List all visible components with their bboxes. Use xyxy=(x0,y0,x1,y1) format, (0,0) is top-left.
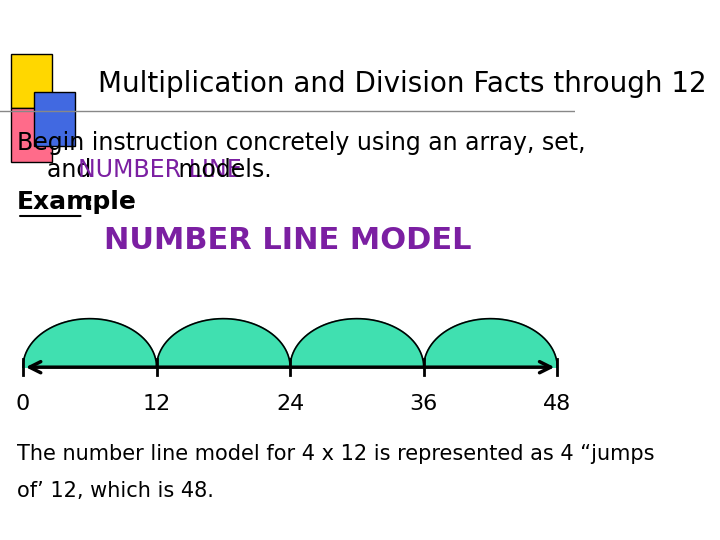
Polygon shape xyxy=(156,319,290,367)
Text: 24: 24 xyxy=(276,394,305,414)
Polygon shape xyxy=(290,319,423,367)
Text: Example: Example xyxy=(17,191,137,214)
Text: models.: models. xyxy=(171,158,272,182)
Text: :: : xyxy=(84,191,93,214)
Text: Multiplication and Division Facts through 12: Multiplication and Division Facts throug… xyxy=(98,70,706,98)
Text: of’ 12, which is 48.: of’ 12, which is 48. xyxy=(17,481,214,502)
Text: and: and xyxy=(17,158,99,182)
Polygon shape xyxy=(423,319,557,367)
FancyBboxPatch shape xyxy=(12,108,52,162)
Text: 0: 0 xyxy=(16,394,30,414)
Text: Begin instruction concretely using an array, set,: Begin instruction concretely using an ar… xyxy=(17,131,586,155)
Text: 12: 12 xyxy=(143,394,171,414)
Text: 36: 36 xyxy=(410,394,438,414)
Polygon shape xyxy=(23,319,156,367)
Text: The number line model for 4 x 12 is represented as 4 “jumps: The number line model for 4 x 12 is repr… xyxy=(17,443,654,464)
FancyBboxPatch shape xyxy=(12,54,52,108)
FancyBboxPatch shape xyxy=(35,92,75,146)
Text: 48: 48 xyxy=(543,394,572,414)
Text: NUMBER LINE MODEL: NUMBER LINE MODEL xyxy=(104,226,471,255)
Text: NUMBER LINE: NUMBER LINE xyxy=(78,158,241,182)
